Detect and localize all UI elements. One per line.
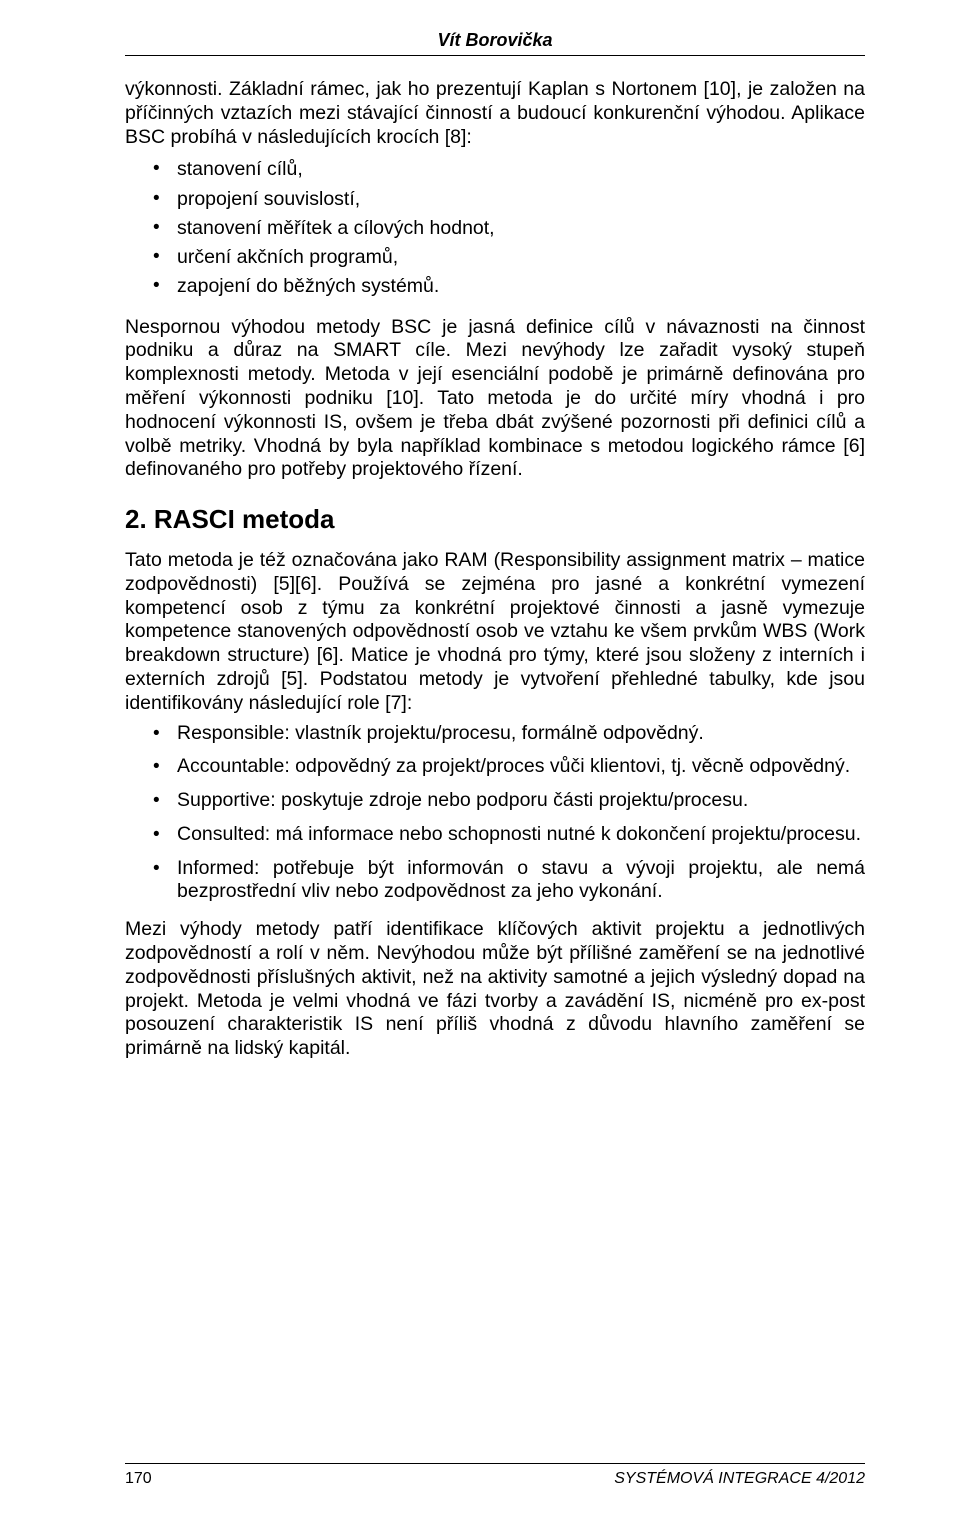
list-item: stanovení cílů, bbox=[125, 155, 865, 184]
list-item: Supportive: poskytuje zdroje nebo podpor… bbox=[125, 789, 865, 823]
paragraph-2: Nespornou výhodou metody BSC je jasná de… bbox=[125, 316, 865, 482]
list-item: zapojení do běžných systémů. bbox=[125, 272, 865, 301]
paragraph-1: výkonnosti. Základní rámec, jak ho preze… bbox=[125, 78, 865, 149]
list-item: Accountable: odpovědný za projekt/proces… bbox=[125, 755, 865, 789]
page-number: 170 bbox=[125, 1470, 152, 1488]
list-item: Informed: potřebuje být informován o sta… bbox=[125, 857, 865, 905]
list-item: Responsible: vlastník projektu/procesu, … bbox=[125, 722, 865, 756]
list-item: určení akčních programů, bbox=[125, 243, 865, 272]
document-page: Vít Borovička výkonnosti. Základní rámec… bbox=[0, 0, 960, 1516]
section-heading-rasci: 2. RASCI metoda bbox=[125, 504, 865, 535]
paragraph-3: Tato metoda je též označována jako RAM (… bbox=[125, 549, 865, 715]
footer-divider bbox=[125, 1463, 865, 1464]
list-item: propojení souvislostí, bbox=[125, 185, 865, 214]
list-item: stanovení měřítek a cílových hodnot, bbox=[125, 214, 865, 243]
list-item: Consulted: má informace nebo schopnosti … bbox=[125, 823, 865, 857]
header-divider bbox=[125, 55, 865, 56]
page-header-author: Vít Borovička bbox=[125, 30, 865, 51]
paragraph-4: Mezi výhody metody patří identifikace kl… bbox=[125, 918, 865, 1061]
journal-name: SYSTÉMOVÁ INTEGRACE 4/2012 bbox=[614, 1470, 865, 1488]
bsc-steps-list: stanovení cílů, propojení souvislostí, s… bbox=[125, 155, 865, 301]
rasci-roles-list: Responsible: vlastník projektu/procesu, … bbox=[125, 722, 865, 905]
page-footer: 170 SYSTÉMOVÁ INTEGRACE 4/2012 bbox=[125, 1463, 865, 1488]
